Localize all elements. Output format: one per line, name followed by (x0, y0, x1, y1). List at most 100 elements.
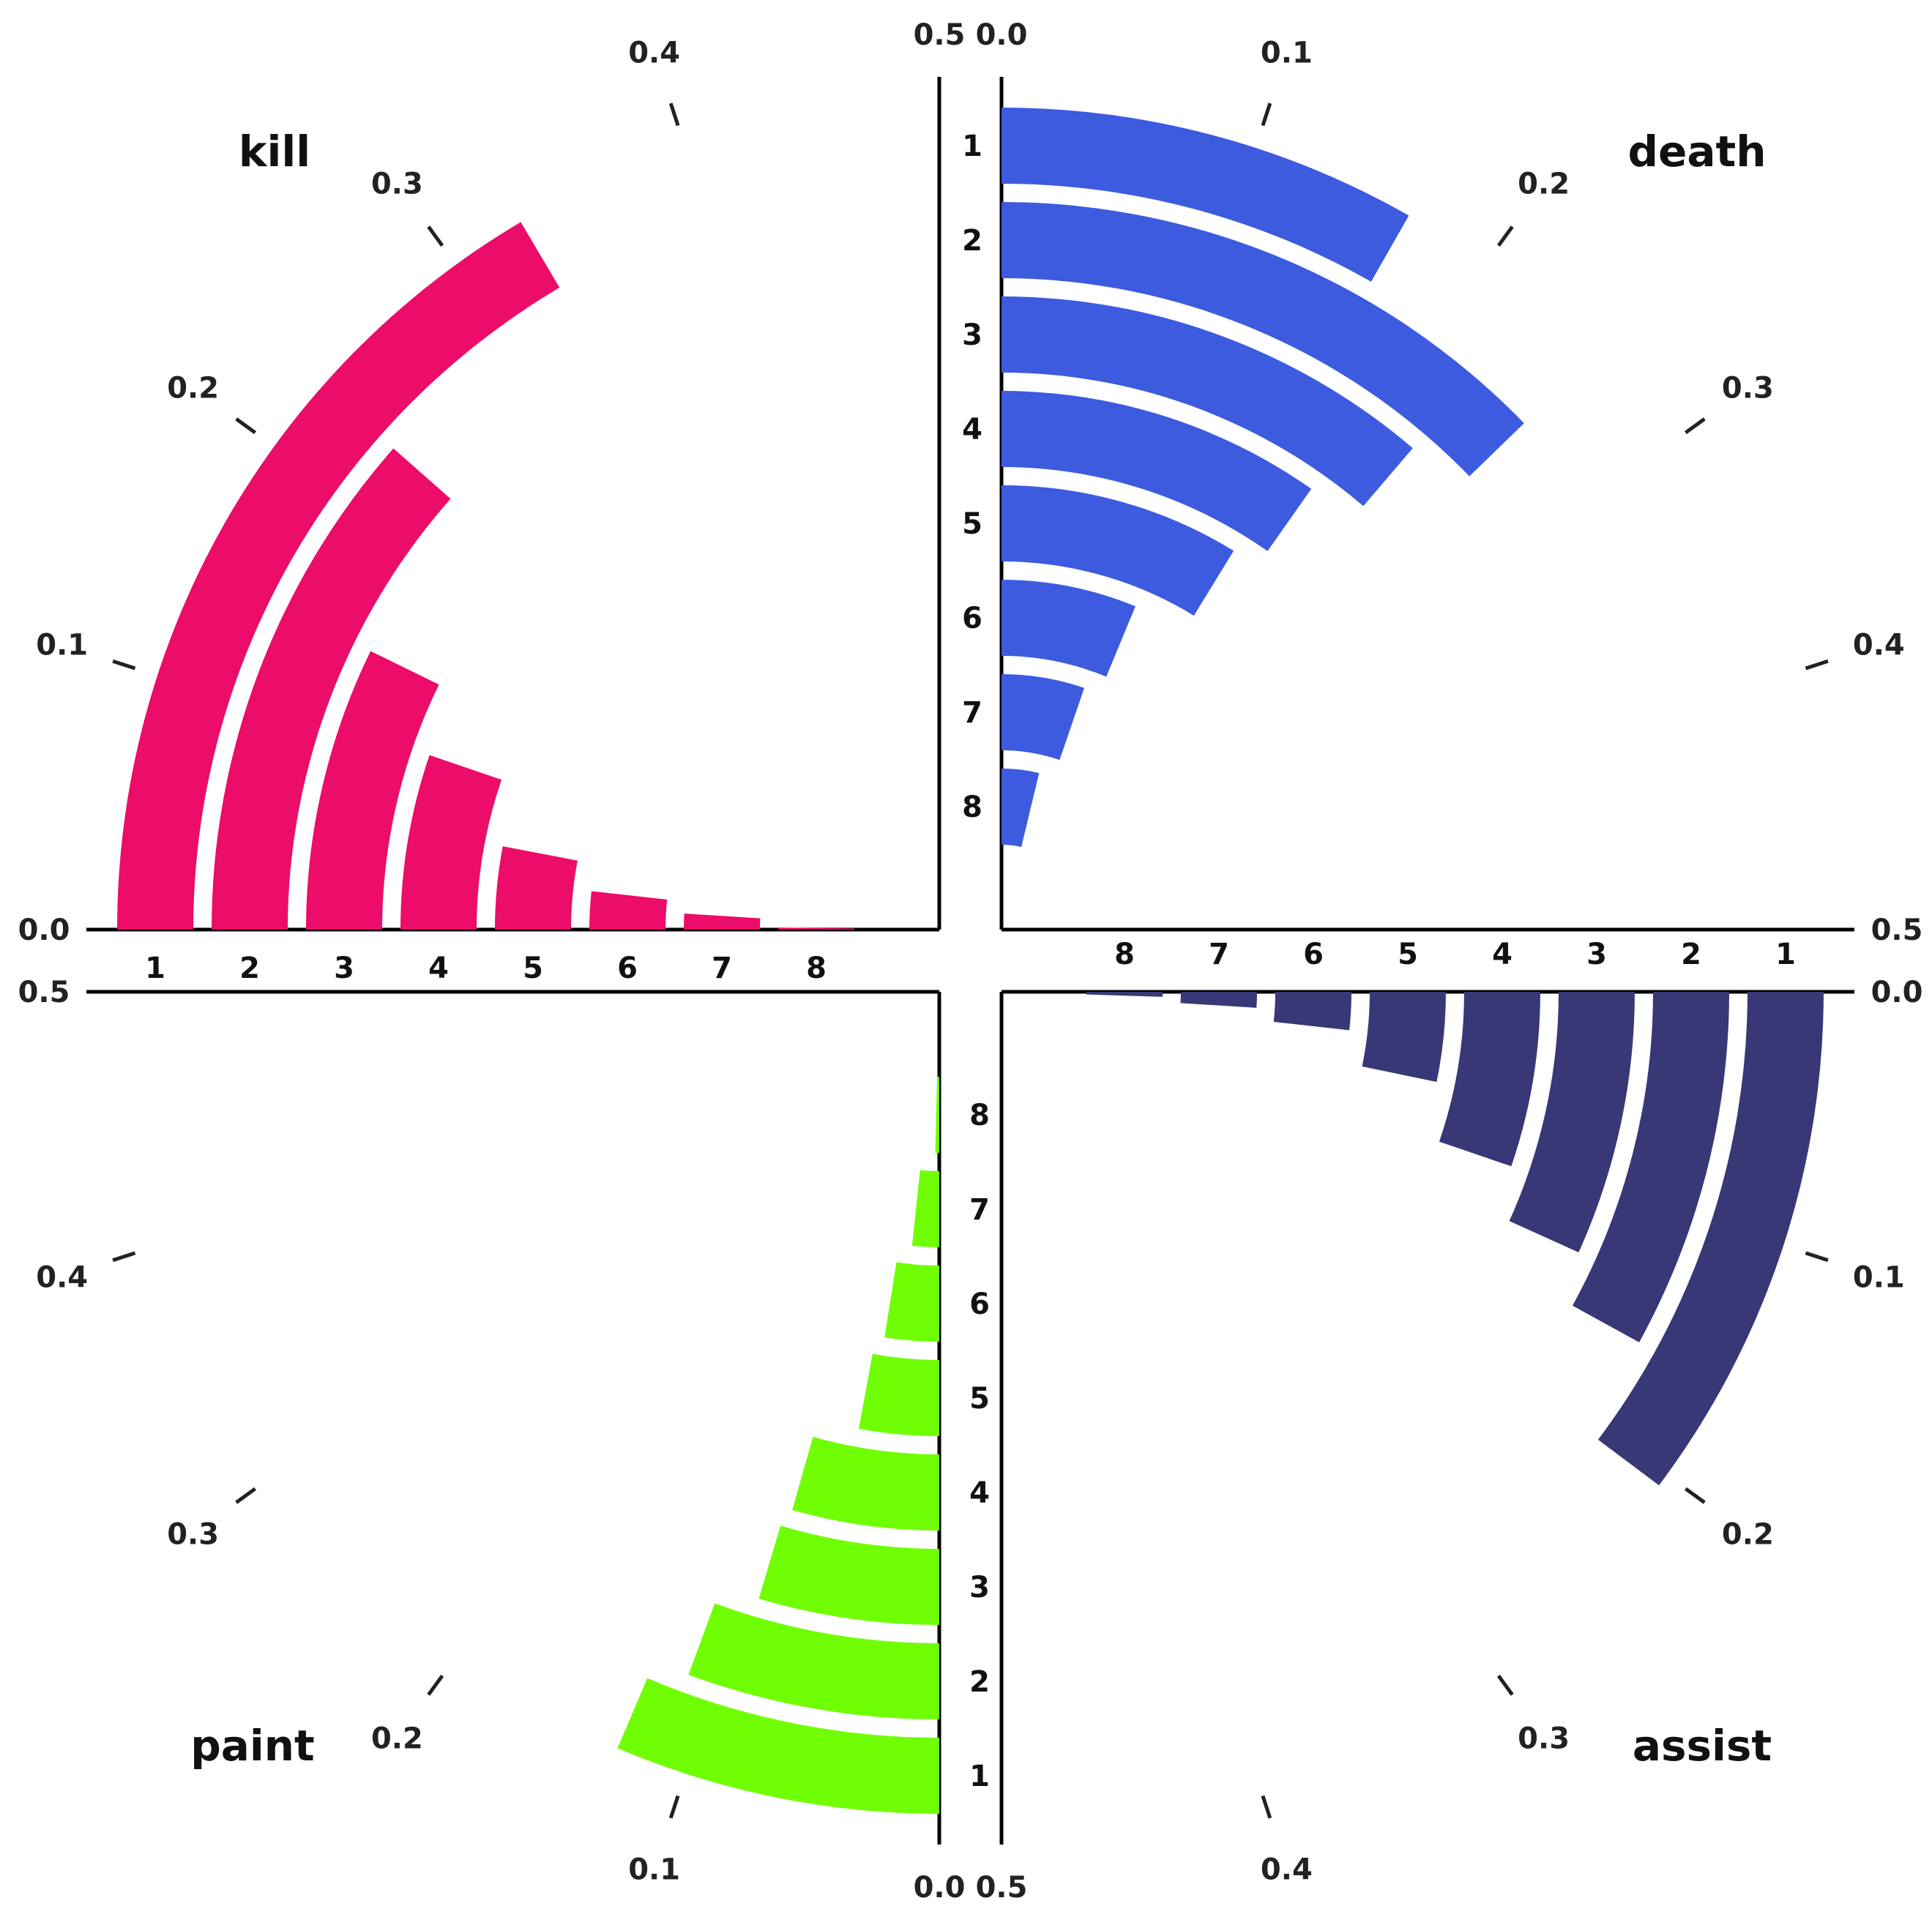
kill-category-label: 7 (712, 952, 732, 985)
assist-panel: 0.0 0.1 0.2 0.3 0.4 0.5 1 2 3 4 5 6 7 8 assist (976, 938, 1923, 1905)
paint-category-label: 8 (969, 1099, 990, 1132)
assist-category-label: 1 (1775, 938, 1796, 971)
assist-category-label: 8 (1114, 938, 1135, 971)
death-category-label: 8 (962, 791, 982, 824)
assist-tick-label: 0.5 (976, 1871, 1028, 1905)
paint-bar-2 (688, 1603, 939, 1719)
kill-bar-3 (306, 651, 439, 930)
paint-bar-6 (884, 1262, 939, 1342)
death-bar-5 (1002, 485, 1234, 616)
paint-category-label: 5 (969, 1382, 990, 1416)
kill-tick-label: 0.3 (371, 168, 423, 201)
kill-category-label: 4 (428, 952, 449, 985)
paint-tick-mark (427, 1674, 444, 1696)
assist-tick-mark (1684, 1487, 1706, 1504)
kill-category-label: 2 (239, 952, 260, 985)
paint-bar-7 (911, 1170, 939, 1247)
death-tick-label: 0.2 (1518, 168, 1570, 201)
paint-tick-label: 0.5 (18, 976, 70, 1009)
kill-category-label: 6 (617, 952, 638, 985)
death-panel: 0.0 0.1 0.2 0.3 0.4 0.5 1 2 3 4 5 6 7 8 death (962, 18, 1922, 947)
assist-tick-mark (1496, 1674, 1514, 1696)
kill-bar-1 (117, 222, 560, 930)
assist-bar-5 (1362, 992, 1446, 1083)
assist-tick-label: 0.3 (1518, 1722, 1570, 1755)
death-category-label: 3 (962, 318, 982, 352)
paint-tick-label: 0.2 (371, 1722, 423, 1755)
death-category-label: 6 (962, 602, 982, 635)
assist-category-label: 4 (1492, 938, 1513, 971)
kill-tick-label: 0.5 (914, 18, 966, 52)
death-tick-label: 0.1 (1261, 37, 1313, 70)
assist-tick-label: 0.4 (1261, 1853, 1313, 1886)
paint-category-label: 7 (969, 1193, 990, 1227)
kill-panel-title: kill (239, 127, 310, 176)
paint-tick-label: 0.0 (914, 1871, 966, 1905)
kill-tick-mark (668, 102, 680, 127)
paint-tick-label: 0.3 (167, 1518, 219, 1552)
kill-bar-6 (589, 891, 668, 930)
assist-bar-3 (1509, 992, 1635, 1252)
death-category-label: 2 (962, 224, 982, 258)
death-tick-mark (1496, 225, 1514, 247)
paint-tick-label: 0.1 (628, 1853, 680, 1886)
death-tick-label: 0.4 (1853, 629, 1905, 662)
assist-category-label: 7 (1209, 938, 1229, 971)
death-category-label: 7 (962, 696, 982, 730)
kill-bar-4 (400, 755, 502, 930)
kill-tick-label: 0.0 (18, 913, 70, 947)
death-bar-6 (1002, 580, 1135, 677)
assist-bar-8 (1086, 992, 1163, 997)
death-tick-label: 0.3 (1722, 371, 1774, 405)
paint-category-label: 6 (969, 1288, 990, 1321)
assist-category-label: 6 (1303, 938, 1324, 971)
kill-tick-mark (427, 225, 444, 247)
kill-tick-label: 0.4 (628, 37, 680, 70)
kill-bar-7 (684, 913, 761, 930)
kill-bar-5 (495, 846, 578, 930)
paint-tick-label: 0.4 (36, 1260, 88, 1294)
death-bar-1 (1002, 108, 1409, 282)
paint-category-label: 1 (969, 1760, 990, 1793)
paint-tick-mark (668, 1795, 680, 1819)
kill-category-label: 5 (523, 952, 543, 985)
assist-bar-6 (1273, 992, 1351, 1031)
paint-category-label: 4 (969, 1476, 990, 1510)
death-bar-3 (1002, 296, 1413, 507)
assist-tick-label: 0.1 (1853, 1260, 1905, 1294)
paint-bar-8 (935, 1076, 939, 1153)
paint-panel: 0.0 0.1 0.2 0.3 0.4 0.5 1 2 3 4 5 6 7 8 paint (18, 976, 990, 1905)
death-bar-8 (1002, 769, 1040, 848)
death-category-label: 5 (962, 507, 982, 541)
paint-bar-3 (758, 1525, 939, 1625)
death-category-label: 1 (962, 130, 982, 163)
assist-bar-7 (1180, 992, 1257, 1008)
death-tick-mark (1261, 102, 1272, 127)
assist-panel-title: assist (1633, 1721, 1772, 1771)
death-bar-4 (1002, 391, 1312, 551)
kill-category-label: 1 (145, 952, 165, 985)
death-tick-label: 0.5 (1871, 913, 1923, 947)
paint-panel-title: paint (190, 1721, 315, 1771)
assist-category-label: 2 (1681, 938, 1701, 971)
paint-bar-5 (859, 1353, 939, 1436)
death-tick-mark (1805, 659, 1829, 670)
kill-tick-label: 0.1 (36, 629, 88, 662)
death-tick-label: 0.0 (976, 18, 1028, 52)
assist-tick-mark (1805, 1251, 1829, 1263)
assist-tick-mark (1261, 1795, 1272, 1819)
assist-bar-4 (1439, 992, 1540, 1167)
kill-tick-mark (235, 417, 257, 435)
paint-bar-1 (617, 1678, 939, 1814)
kill-category-label: 3 (334, 952, 354, 985)
paint-tick-mark (235, 1487, 257, 1504)
kill-bar-8 (778, 927, 855, 930)
assist-tick-label: 0.2 (1722, 1518, 1774, 1552)
death-category-label: 4 (962, 413, 982, 446)
assist-bar-1 (1597, 992, 1824, 1486)
death-tick-mark (1684, 417, 1706, 435)
kill-tick-mark (112, 659, 136, 670)
paint-tick-mark (112, 1251, 136, 1263)
kill-tick-label: 0.2 (167, 371, 219, 405)
